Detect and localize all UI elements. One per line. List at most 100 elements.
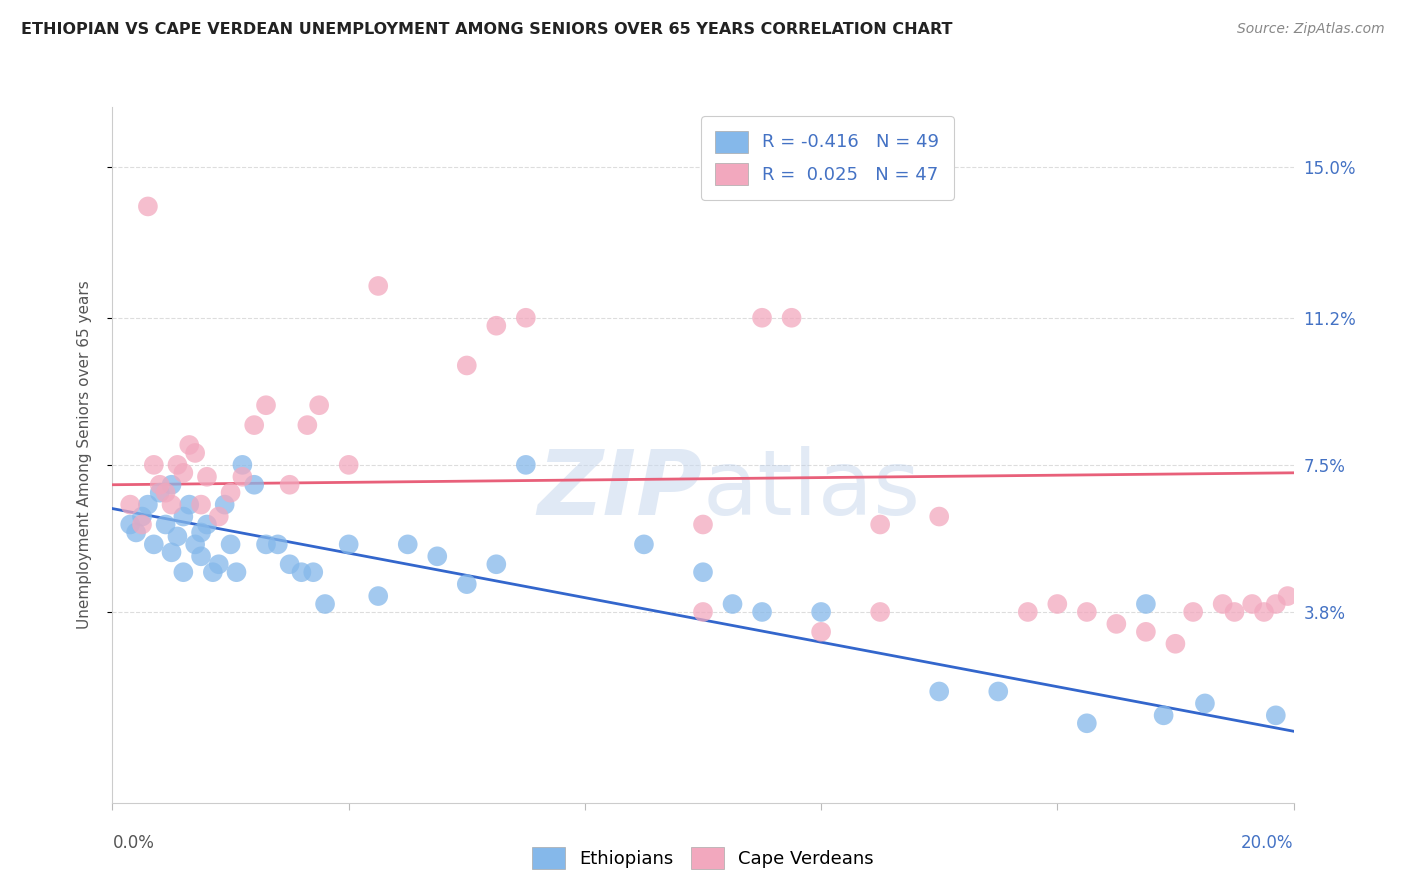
Point	[201, 565, 224, 579]
Point	[692, 565, 714, 579]
Point	[136, 199, 159, 213]
Point	[179, 498, 201, 512]
Point	[155, 485, 177, 500]
Y-axis label: Unemployment Among Seniors over 65 years: Unemployment Among Seniors over 65 years	[77, 281, 91, 629]
Point	[692, 605, 714, 619]
Point	[426, 549, 449, 564]
Point	[243, 477, 266, 491]
Point	[515, 458, 537, 472]
Point	[692, 517, 714, 532]
Point	[810, 624, 832, 639]
Point	[166, 458, 188, 472]
Point	[149, 485, 172, 500]
Point	[120, 517, 142, 532]
Text: Source: ZipAtlas.com: Source: ZipAtlas.com	[1237, 22, 1385, 37]
Point	[721, 597, 744, 611]
Point	[928, 684, 950, 698]
Point	[155, 517, 177, 532]
Point	[751, 310, 773, 325]
Point	[208, 509, 231, 524]
Point	[160, 477, 183, 491]
Point	[337, 458, 360, 472]
Point	[1182, 605, 1205, 619]
Point	[278, 477, 301, 491]
Point	[633, 537, 655, 551]
Point	[172, 509, 194, 524]
Point	[254, 398, 277, 412]
Point	[515, 310, 537, 325]
Point	[751, 605, 773, 619]
Point	[1223, 605, 1246, 619]
Point	[396, 537, 419, 551]
Point	[314, 597, 336, 611]
Point	[243, 418, 266, 433]
Point	[810, 605, 832, 619]
Point	[254, 537, 277, 551]
Point	[160, 545, 183, 559]
Point	[367, 589, 389, 603]
Point	[219, 537, 242, 551]
Point	[131, 517, 153, 532]
Point	[190, 498, 212, 512]
Point	[485, 558, 508, 572]
Point	[1264, 597, 1286, 611]
Point	[1105, 616, 1128, 631]
Point	[456, 359, 478, 373]
Point	[869, 605, 891, 619]
Point	[1135, 624, 1157, 639]
Point	[1135, 597, 1157, 611]
Point	[125, 525, 148, 540]
Text: 20.0%: 20.0%	[1241, 834, 1294, 852]
Point	[142, 537, 165, 551]
Point	[267, 537, 290, 551]
Point	[214, 498, 236, 512]
Point	[302, 565, 325, 579]
Point	[184, 537, 207, 551]
Text: atlas: atlas	[703, 446, 921, 533]
Point	[1017, 605, 1039, 619]
Point	[179, 438, 201, 452]
Point	[172, 565, 194, 579]
Point	[1076, 605, 1098, 619]
Point	[869, 517, 891, 532]
Point	[1194, 697, 1216, 711]
Point	[928, 509, 950, 524]
Point	[1264, 708, 1286, 723]
Point	[219, 485, 242, 500]
Point	[136, 498, 159, 512]
Point	[987, 684, 1010, 698]
Point	[131, 509, 153, 524]
Point	[120, 498, 142, 512]
Point	[172, 466, 194, 480]
Point	[1046, 597, 1069, 611]
Point	[367, 279, 389, 293]
Legend: Ethiopians, Cape Verdeans: Ethiopians, Cape Verdeans	[523, 838, 883, 879]
Point	[231, 470, 253, 484]
Point	[231, 458, 253, 472]
Point	[1076, 716, 1098, 731]
Point	[195, 517, 218, 532]
Point	[337, 537, 360, 551]
Point	[290, 565, 312, 579]
Point	[195, 470, 218, 484]
Point	[308, 398, 330, 412]
Point	[297, 418, 319, 433]
Point	[142, 458, 165, 472]
Point	[1241, 597, 1264, 611]
Point	[1253, 605, 1275, 619]
Point	[1277, 589, 1299, 603]
Point	[160, 498, 183, 512]
Point	[780, 310, 803, 325]
Legend: R = -0.416   N = 49, R =  0.025   N = 47: R = -0.416 N = 49, R = 0.025 N = 47	[702, 116, 953, 200]
Point	[1153, 708, 1175, 723]
Point	[149, 477, 172, 491]
Point	[208, 558, 231, 572]
Text: 0.0%: 0.0%	[112, 834, 155, 852]
Point	[190, 549, 212, 564]
Point	[190, 525, 212, 540]
Text: ZIP: ZIP	[537, 446, 703, 533]
Text: ETHIOPIAN VS CAPE VERDEAN UNEMPLOYMENT AMONG SENIORS OVER 65 YEARS CORRELATION C: ETHIOPIAN VS CAPE VERDEAN UNEMPLOYMENT A…	[21, 22, 953, 37]
Point	[485, 318, 508, 333]
Point	[225, 565, 247, 579]
Point	[278, 558, 301, 572]
